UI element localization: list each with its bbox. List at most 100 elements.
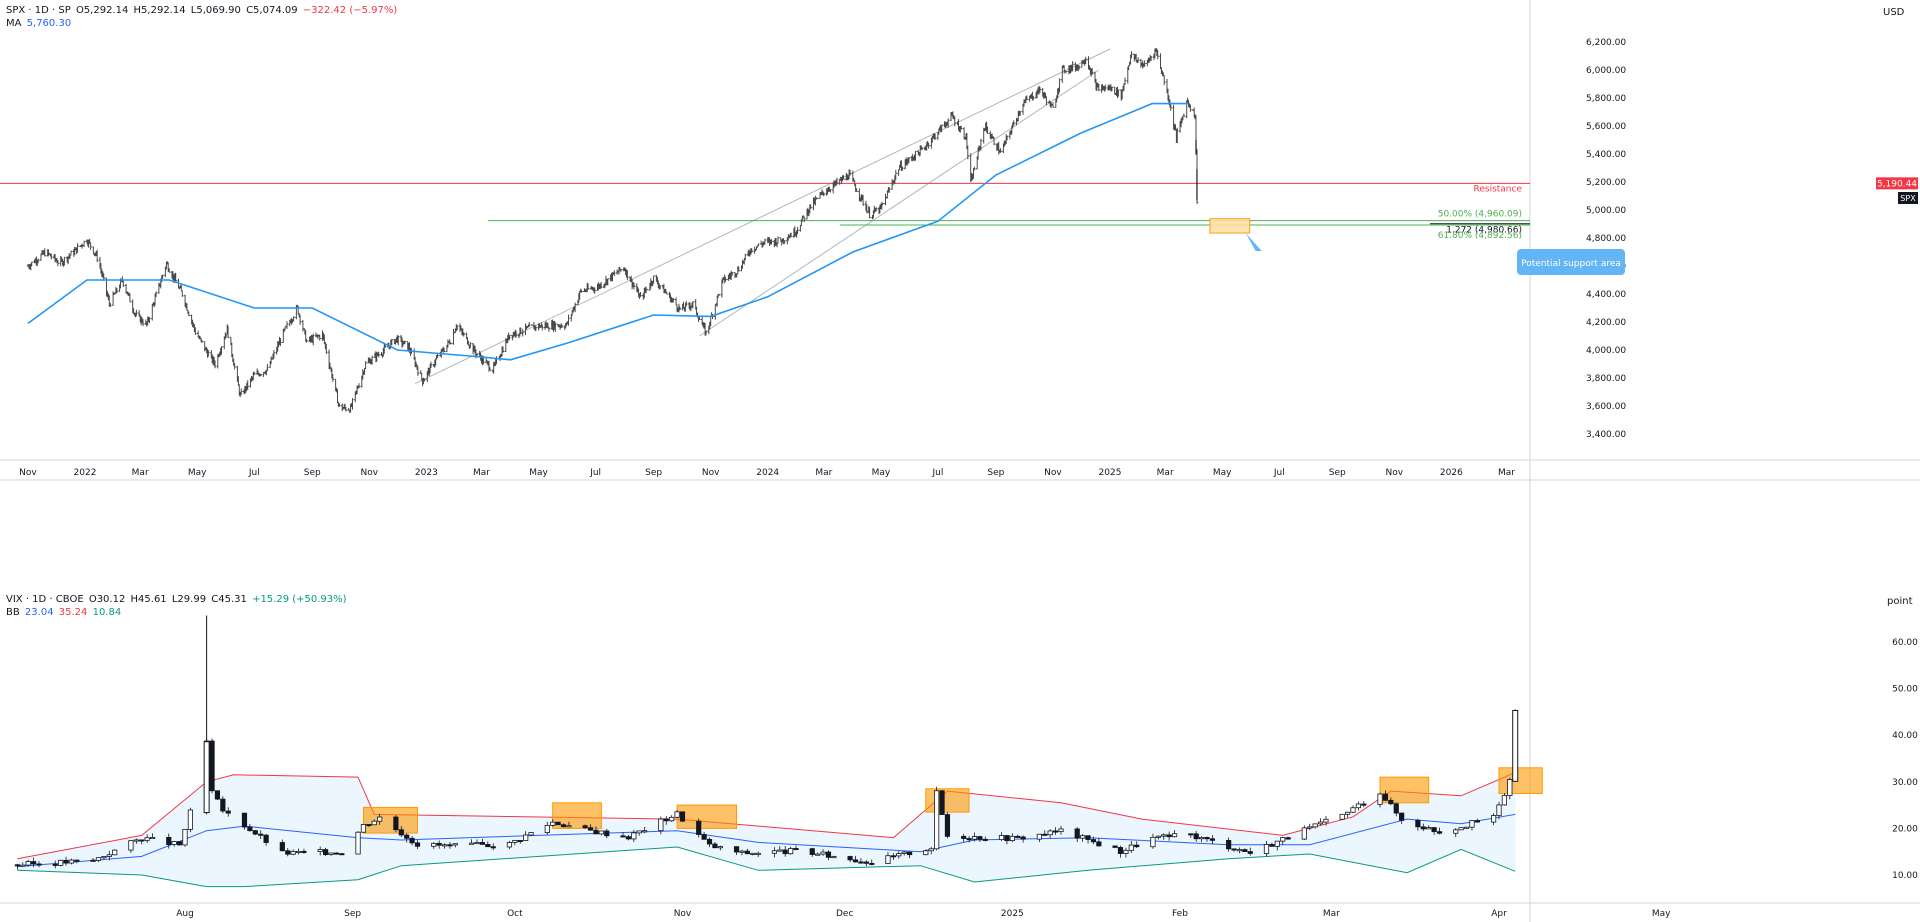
vix-highlight-box[interactable] [362, 806, 419, 834]
vix-candle[interactable] [620, 835, 626, 838]
vix-candle[interactable] [793, 848, 799, 851]
vix-candle[interactable] [1134, 844, 1140, 848]
spx-price-bars[interactable] [26, 48, 1199, 413]
vix-candle[interactable] [106, 854, 112, 857]
vix-candle[interactable] [1204, 837, 1210, 840]
vix-candle[interactable] [869, 862, 875, 865]
vix-candle[interactable] [1015, 835, 1021, 838]
vix-candle[interactable] [679, 811, 686, 822]
vix-candle[interactable] [409, 837, 415, 844]
vix-candle[interactable] [1171, 833, 1178, 838]
vix-candle[interactable] [512, 840, 518, 843]
vix-candle[interactable] [58, 859, 64, 866]
vix-candle[interactable] [934, 790, 940, 850]
vix-candle[interactable] [733, 846, 740, 853]
vix-candle[interactable] [1150, 836, 1156, 848]
vix-candle[interactable] [1355, 803, 1362, 809]
vix-candle[interactable] [485, 843, 491, 848]
vix-candle[interactable] [739, 850, 745, 853]
vix-candle[interactable] [1085, 835, 1091, 840]
vix-candle[interactable] [560, 824, 567, 828]
vix-candle[interactable] [506, 842, 513, 848]
vix-candle[interactable] [25, 861, 31, 866]
vix-candle[interactable] [360, 824, 367, 833]
vix-candle[interactable] [279, 842, 285, 852]
vix-candle[interactable] [1496, 804, 1502, 817]
vix-candle[interactable] [1507, 779, 1513, 796]
vix-candle[interactable] [1280, 837, 1286, 842]
vix-candle[interactable] [1047, 830, 1053, 836]
vix-candle[interactable] [1123, 849, 1129, 854]
vix-candle[interactable] [944, 814, 951, 837]
vix-unit-label[interactable]: point [1887, 596, 1913, 607]
vix-candle[interactable] [1307, 826, 1313, 829]
vix-candle[interactable] [1231, 848, 1237, 851]
vix-candle[interactable] [550, 821, 556, 826]
spx-symbol[interactable]: SPX · 1D · SP [6, 5, 71, 16]
vix-candle[interactable] [436, 842, 442, 846]
vix-candle[interactable] [1393, 803, 1399, 814]
vix-candle[interactable] [398, 829, 404, 836]
vix-candle[interactable] [523, 834, 529, 841]
vix-candle[interactable] [587, 827, 594, 831]
vix-candle[interactable] [101, 856, 107, 859]
vix-candle[interactable] [63, 859, 69, 864]
vix-candle[interactable] [712, 843, 718, 849]
vix-candle[interactable] [1020, 836, 1026, 840]
vix-highlight-box[interactable] [676, 804, 738, 829]
vix-candle[interactable] [706, 838, 713, 845]
vix-candle[interactable] [788, 848, 794, 855]
vix-candle[interactable] [133, 839, 139, 842]
vix-candle[interactable] [885, 855, 891, 864]
vix-candle[interactable] [750, 852, 756, 855]
vix-candle[interactable] [1469, 820, 1475, 828]
vix-candle[interactable] [717, 846, 723, 849]
vix-candle[interactable] [582, 825, 588, 829]
vix-candle[interactable] [474, 842, 480, 845]
vix-candle[interactable] [1399, 812, 1405, 821]
vix-candle[interactable] [1112, 845, 1118, 848]
bb-lower-line[interactable] [17, 846, 1516, 888]
vix-candle[interactable] [1453, 829, 1459, 834]
vix-candle[interactable] [1269, 844, 1275, 847]
vix-candle[interactable] [1361, 803, 1367, 806]
vix-candle[interactable] [544, 824, 550, 833]
vix-candle[interactable] [317, 849, 323, 852]
vix-candle[interactable] [220, 798, 226, 812]
vix-candle[interactable] [95, 857, 102, 861]
ma-line[interactable] [27, 102, 1188, 361]
vix-candle[interactable] [1080, 835, 1086, 839]
vix-candle[interactable] [1247, 851, 1253, 854]
vix-apr4-candle[interactable] [1512, 710, 1519, 782]
vix-candle[interactable] [1458, 827, 1464, 831]
vix-candle[interactable] [820, 851, 826, 855]
vix-candle[interactable] [1242, 849, 1248, 852]
vix-candle[interactable] [1388, 799, 1394, 805]
vix-candle[interactable] [171, 841, 177, 845]
vix-candle[interactable] [674, 811, 680, 818]
vix-candle[interactable] [149, 836, 156, 839]
vix-candle[interactable] [1382, 793, 1389, 801]
vix-highlight-box[interactable] [1379, 776, 1430, 804]
vix-candle[interactable] [290, 851, 296, 855]
vix-candle[interactable] [1344, 811, 1351, 815]
vix-candle[interactable] [1052, 830, 1059, 833]
vix-candle[interactable] [901, 851, 907, 855]
vix-candle[interactable] [1501, 795, 1508, 806]
vix-candle[interactable] [447, 844, 453, 847]
vix-candle[interactable] [479, 842, 486, 845]
vix-candle[interactable] [1236, 849, 1243, 852]
vix-candle[interactable] [1323, 818, 1329, 823]
vix-candle[interactable] [1166, 834, 1172, 838]
vix-candle[interactable] [1339, 813, 1345, 820]
vix-candle[interactable] [1193, 833, 1199, 840]
vix-candle[interactable] [1198, 837, 1205, 840]
vix-candle[interactable] [961, 835, 967, 839]
vix-candle[interactable] [755, 852, 761, 855]
vix-candle[interactable] [225, 810, 231, 814]
vix-candle[interactable] [1074, 828, 1080, 839]
vix-candle[interactable] [658, 818, 664, 832]
vix-candle[interactable] [809, 848, 815, 855]
vix-candle[interactable] [701, 834, 707, 840]
